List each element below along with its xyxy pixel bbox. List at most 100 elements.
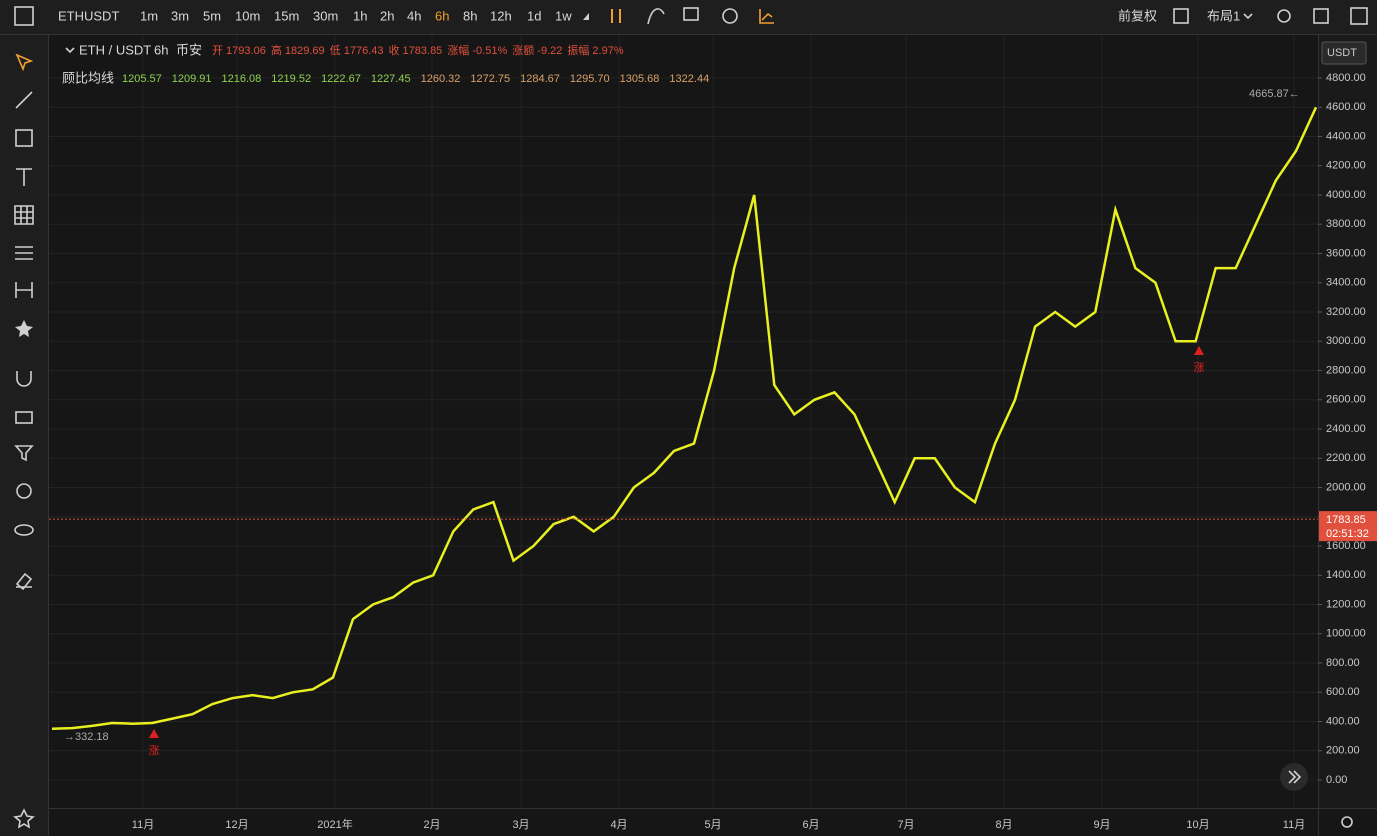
text-tool[interactable] xyxy=(16,168,32,186)
interval-button[interactable]: 5m xyxy=(203,8,221,23)
x-tick-label: 6月 xyxy=(802,819,819,831)
axis-settings[interactable] xyxy=(1341,816,1353,828)
interval-button[interactable]: 10m xyxy=(235,8,260,23)
interval-button[interactable]: 2h xyxy=(380,8,394,23)
grid-tool[interactable] xyxy=(14,205,34,225)
layout-caret[interactable] xyxy=(1243,13,1253,20)
interval-button[interactable]: 6h xyxy=(435,8,449,23)
hide-tool[interactable] xyxy=(14,524,34,536)
signal-label: 涨 xyxy=(149,744,160,757)
interval-button[interactable]: 4h xyxy=(407,8,421,23)
cursor-tool[interactable] xyxy=(15,53,34,72)
filter-tool[interactable] xyxy=(14,445,34,462)
y-tick-label: 800.00 xyxy=(1326,657,1360,669)
y-tick-label: 3600.00 xyxy=(1326,247,1366,259)
currency[interactable]: USDT xyxy=(1327,47,1357,59)
interval-button[interactable]: 12h xyxy=(490,8,512,23)
layout[interactable]: 布局1 xyxy=(1207,8,1240,23)
line-tool[interactable] xyxy=(15,91,33,109)
y-tick-label: 4800.00 xyxy=(1326,72,1366,84)
indicator-value: 1260.32 xyxy=(421,73,461,85)
ohlc-item: 高 1829.69 xyxy=(271,43,325,57)
fullscreen-icon[interactable] xyxy=(1313,8,1329,24)
indicator-value: 1305.68 xyxy=(620,73,660,85)
y-tick-label: 400.00 xyxy=(1326,715,1360,727)
magnet-tool[interactable] xyxy=(16,371,32,387)
signal-label: 涨 xyxy=(1194,361,1205,374)
y-tick-label: 600.00 xyxy=(1326,686,1360,698)
y-tick-label: 2200.00 xyxy=(1326,452,1366,464)
exchange: 币安 xyxy=(176,42,202,57)
x-tick-label: 2月 xyxy=(423,819,440,831)
x-tick-label: 4月 xyxy=(610,819,627,831)
fib-tool[interactable] xyxy=(15,246,33,260)
x-tick-label: 3月 xyxy=(512,819,529,831)
candle-icon[interactable] xyxy=(611,9,621,23)
high-label: 4665.87← xyxy=(1249,88,1300,100)
alert-icon[interactable] xyxy=(722,8,738,24)
x-tick-label: 9月 xyxy=(1093,819,1110,831)
y-tick-label: 200.00 xyxy=(1326,745,1360,757)
currency-box[interactable] xyxy=(1321,41,1367,65)
ohlc-item: 涨额 -9.22 xyxy=(512,44,562,57)
y-tick-label: 4400.00 xyxy=(1326,130,1366,142)
y-tick-label: 3800.00 xyxy=(1326,218,1366,230)
indicator-value: 1272.75 xyxy=(470,73,510,85)
collapse-caret[interactable] xyxy=(65,47,75,54)
x-tick-label: 2021年 xyxy=(317,817,352,831)
interval-button[interactable]: 1m xyxy=(140,8,158,23)
interval-button[interactable]: 1w xyxy=(555,8,572,23)
target-tool[interactable] xyxy=(16,483,32,499)
indicator-value: 1209.91 xyxy=(172,73,212,85)
settings-icon[interactable] xyxy=(1277,9,1291,23)
y-tick-label: 2600.00 xyxy=(1326,394,1366,406)
interval: 6h xyxy=(154,42,168,57)
draw-icon[interactable] xyxy=(759,9,774,24)
y-tick-label: 0.00 xyxy=(1326,774,1347,786)
menu-icon[interactable] xyxy=(14,6,34,26)
lock-tool[interactable] xyxy=(15,411,33,424)
adjust[interactable]: 前复权 xyxy=(1118,8,1157,23)
indicator-name: 顾比均线 xyxy=(62,70,114,85)
ohlc-item: 收 1783.85 xyxy=(388,43,442,57)
indicator-value: 1322.44 xyxy=(669,73,709,85)
indicator-icon[interactable] xyxy=(647,8,665,25)
interval-button[interactable]: 1d xyxy=(527,8,541,23)
indicator-value: 1227.45 xyxy=(371,73,411,85)
star-tool[interactable] xyxy=(15,320,33,337)
signal-arrow xyxy=(1194,346,1204,355)
eraser-tool[interactable] xyxy=(15,572,33,591)
x-tick-label: 5月 xyxy=(704,819,721,831)
interval-button[interactable]: 15m xyxy=(274,8,299,23)
interval-button[interactable]: 1h xyxy=(353,8,367,23)
ohlc-item: 低 1776.43 xyxy=(330,44,384,57)
indicator-value: 1284.67 xyxy=(520,73,560,85)
measure-tool[interactable] xyxy=(15,282,33,298)
y-tick-label: 1400.00 xyxy=(1326,569,1366,581)
symbol[interactable]: ETHUSDT xyxy=(58,8,119,23)
scroll-icon[interactable] xyxy=(1288,770,1302,784)
rect-tool[interactable] xyxy=(15,129,33,147)
y-tick-label: 2000.00 xyxy=(1326,481,1366,493)
x-tick-label: 11月 xyxy=(132,819,154,831)
x-tick-label: 10月 xyxy=(1186,819,1209,831)
ohlc-item: 振幅 2.97% xyxy=(567,43,623,57)
y-tick-label: 1600.00 xyxy=(1326,540,1366,552)
panel-icon[interactable] xyxy=(1350,7,1368,25)
interval-button[interactable]: 30m xyxy=(313,8,338,23)
pair: ETH / USDT xyxy=(79,42,151,57)
compare-icon[interactable] xyxy=(683,7,699,21)
indicator-value: 1205.57 xyxy=(122,73,162,85)
price-axis xyxy=(1318,35,1377,808)
ohlc-item: 涨幅 -0.51% xyxy=(447,44,507,57)
current-price: 1783.85 xyxy=(1326,514,1366,526)
interval-button[interactable]: 3m xyxy=(171,8,189,23)
interval-button[interactable]: 8h xyxy=(463,8,477,23)
x-tick-label: 7月 xyxy=(897,819,914,831)
favorites[interactable] xyxy=(13,808,35,829)
toggle-icon[interactable] xyxy=(1173,8,1189,24)
countdown: 02:51:32 xyxy=(1326,528,1369,540)
top-toolbar xyxy=(0,0,1377,34)
left-toolbar xyxy=(0,35,48,836)
